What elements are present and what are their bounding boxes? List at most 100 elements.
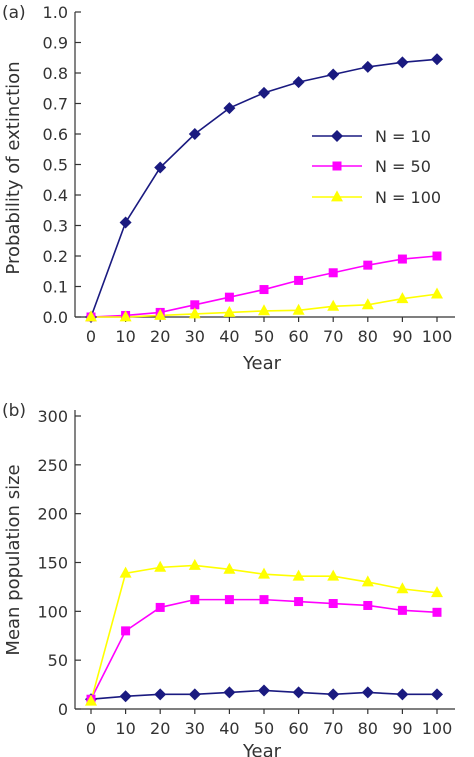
panel-b-point-n-50	[432, 607, 442, 617]
panel-a-point-n-100	[85, 310, 97, 322]
panel-b-point-n-100	[396, 582, 409, 594]
panel-a-point-n-50	[294, 275, 304, 285]
panel-a-point-n-10	[327, 68, 340, 81]
panel-a-point-n-100	[327, 299, 340, 311]
panel-a-point-n-100	[119, 310, 132, 322]
panel-a-y-tick-label: 0.5	[43, 156, 68, 175]
panel-a-y-tick-label: 0.9	[43, 34, 68, 53]
panel-b-point-n-10	[431, 688, 443, 701]
panel-b-point-n-10	[292, 686, 305, 699]
panel-b-point-n-50	[224, 595, 234, 605]
panel-a-x-axis-title: Year	[242, 353, 282, 374]
panel-b-point-n-10	[258, 684, 270, 697]
legend: N = 10 N = 50 N = 100	[312, 127, 441, 207]
panel-a-x-tick-label: 80	[358, 327, 378, 346]
panel-b-x-tick-label: 60	[288, 719, 308, 738]
panel-b-point-n-10	[188, 688, 201, 701]
panel-b: (b) Year Mean population size 0501001502…	[2, 401, 455, 757]
panel-a-point-n-10	[361, 60, 374, 73]
panel-a-y-tick-label: 1.0	[43, 3, 68, 22]
panel-a-point-n-10	[396, 56, 409, 69]
panel-a-y-tick-label: 0.4	[43, 186, 68, 205]
panel-b-point-n-50	[121, 626, 131, 636]
panel-b-point-n-100	[154, 560, 167, 572]
panel-a-x-tick-label: 20	[150, 327, 170, 346]
panel-a-x-tick-label: 10	[115, 327, 135, 346]
panel-b-point-n-100	[188, 558, 201, 570]
panel-a-x-tick-label: 30	[185, 327, 205, 346]
panel-b-point-n-100	[258, 567, 270, 579]
panel-b-y-axis-title: Mean population size	[3, 464, 24, 655]
panel-a-point-n-10	[188, 128, 201, 140]
panel-b-point-n-100	[119, 566, 132, 578]
panel-b-x-tick-label: 20	[150, 719, 170, 738]
panel-b-x-tick-label: 80	[358, 719, 378, 738]
panel-a-point-n-100	[292, 303, 305, 315]
panel-a-point-n-100	[431, 287, 443, 299]
panel-b-point-n-10	[396, 688, 409, 701]
panel-a-y-tick-label: 0.2	[43, 247, 68, 266]
panel-a-point-n-50	[432, 251, 442, 261]
panel-b-point-n-50	[155, 602, 165, 612]
panel-a-point-n-10	[154, 161, 167, 174]
panel-b-point-n-10	[361, 686, 374, 699]
panel-b-y-tick-label: 50	[48, 651, 68, 670]
legend-marker-n-10	[331, 130, 343, 142]
panel-b-x-tick-label: 30	[185, 719, 205, 738]
panel-b-x-tick-label: 90	[392, 719, 412, 738]
panel-a-y-tick-label: 0.6	[43, 125, 68, 144]
panel-b-x-tick-label: 100	[422, 719, 453, 738]
panel-b-x-axis-title: Year	[242, 741, 282, 757]
legend-label-n-10: N = 10	[375, 127, 431, 146]
panel-a-point-n-100	[396, 292, 409, 304]
panel-b-point-n-100	[223, 562, 236, 574]
panel-b-y-tick-label: 100	[37, 602, 68, 621]
panel-b-point-n-100	[327, 569, 340, 581]
panel-a-y-tick-label: 0.8	[43, 64, 68, 83]
panel-a-point-n-100	[223, 305, 236, 317]
panel-a-y-tick-label: 0.0	[43, 308, 68, 327]
panel-b-y-tick-label: 0	[58, 700, 68, 719]
panel-b-x-tick-label: 0	[86, 719, 96, 738]
panel-b-point-n-50	[328, 599, 338, 609]
panel-a-x-tick-label: 100	[422, 327, 453, 346]
panel-b-series-line-n-100	[90, 564, 438, 702]
panel-a-y-axis-title: Probability of extinction	[3, 61, 24, 274]
panel-b-x-tick-label: 70	[323, 719, 343, 738]
panel-a-x-tick-label: 40	[219, 327, 239, 346]
panel-a-label: (a)	[2, 3, 26, 23]
legend-label-n-50: N = 50	[375, 157, 431, 176]
panel-b-point-n-10	[223, 686, 236, 699]
panel-a-point-n-100	[154, 308, 167, 320]
panel-b-x-tick-label: 10	[115, 719, 135, 738]
panel-b-x-tick-label: 40	[219, 719, 239, 738]
panel-a-point-n-50	[224, 292, 234, 302]
panel-a-y-tick-label: 0.1	[43, 278, 68, 297]
panel-a-point-n-10	[258, 86, 270, 99]
panel-a: (a) Year Probability of extinction 0.0 0.…	[2, 3, 455, 374]
panel-b-y-tick-label: 250	[37, 456, 68, 475]
panel-b-point-n-50	[294, 597, 304, 607]
panel-b-point-n-100	[361, 575, 374, 587]
panel-b-point-n-100	[85, 694, 97, 706]
panel-b-point-n-10	[327, 688, 340, 701]
panel-b-label: (b)	[2, 401, 26, 421]
panel-a-point-n-100	[188, 307, 201, 319]
panel-a-point-n-50	[397, 254, 407, 264]
panel-b-point-n-50	[190, 595, 200, 605]
legend-marker-n-50	[332, 161, 342, 171]
panel-b-point-n-50	[397, 605, 407, 615]
panel-a-point-n-50	[190, 300, 200, 310]
legend-label-n-100: N = 100	[375, 188, 441, 207]
legend-marker-n-100	[331, 190, 343, 202]
panel-a-point-n-50	[328, 268, 338, 278]
panel-a-point-n-100	[361, 298, 374, 310]
panel-b-y-tick-label: 150	[37, 554, 68, 573]
panel-a-point-n-50	[363, 260, 373, 270]
panel-a-point-n-100	[258, 304, 270, 316]
panel-b-point-n-10	[119, 690, 132, 703]
panel-b-x-tick-label: 50	[254, 719, 274, 738]
panel-a-y-tick-label: 0.7	[43, 95, 68, 114]
panel-b-point-n-50	[259, 595, 269, 605]
